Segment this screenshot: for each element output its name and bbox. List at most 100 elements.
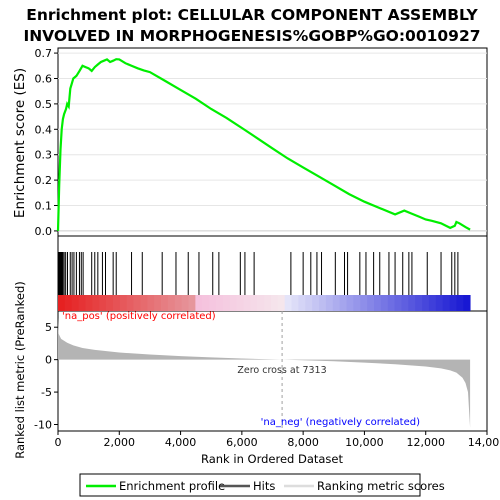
rank-gradient-segment xyxy=(442,295,450,311)
rank-gradient-segment xyxy=(119,295,128,311)
legend-hits-label: Hits xyxy=(253,479,275,493)
enrichment-y-tick-label: 0.4 xyxy=(35,123,53,136)
rank-gradient-segment xyxy=(257,295,265,311)
rank-gradient-segment xyxy=(360,295,368,311)
chart-title-line1: Enrichment plot: CELLULAR COMPONENT ASSE… xyxy=(26,6,478,24)
rank-gradient-segment xyxy=(154,295,162,311)
x-axis-ticks: 0 2,000 4,000 6,000 8,000 10,000 12,000 14,000 xyxy=(55,431,500,449)
legend: Enrichment profile Hits Ranking metric s… xyxy=(79,473,445,497)
x-tick-label: 2,000 xyxy=(104,436,136,449)
rank-gradient-segment xyxy=(373,295,382,311)
enrichment-profile-line xyxy=(56,58,471,231)
rank-gradient-segment xyxy=(332,295,341,311)
rank-gradient-segment xyxy=(449,295,457,311)
x-tick-label: 6,000 xyxy=(226,436,258,449)
enrichment-y-ticks: 0.0 0.1 0.2 0.3 0.4 0.5 0.6 0.7 xyxy=(35,47,58,238)
rank-gradient-segment xyxy=(305,295,313,311)
rank-gradient-segment xyxy=(346,295,354,311)
rank-gradient-segment xyxy=(408,295,416,311)
rank-gradient-segment xyxy=(215,295,224,311)
rank-gradient-segment xyxy=(85,295,93,311)
ranking-y-tick-label: 0 xyxy=(45,354,52,367)
rank-gradient-segment xyxy=(250,295,258,311)
ranking-y-tick-label: 5 xyxy=(45,321,52,334)
rank-gradient-segment xyxy=(133,295,141,311)
legend-enrichment-label: Enrichment profile xyxy=(119,479,225,493)
rank-gradient-segment xyxy=(229,295,237,311)
rank-gradient-segment xyxy=(99,295,107,311)
rank-gradient-segment xyxy=(291,295,299,311)
rank-gradient-segment xyxy=(140,295,148,311)
rank-gradient-segment xyxy=(209,295,217,311)
enrichment-y-tick-label: 0.2 xyxy=(35,174,53,187)
rank-gradient-segment xyxy=(463,295,471,311)
x-tick-label: 12,000 xyxy=(406,436,445,449)
ranking-y-axis-label: Ranked list metric (PreRanked) xyxy=(13,281,27,459)
rank-gradient-segment xyxy=(380,295,389,311)
rank-gradient-segment xyxy=(394,295,402,311)
rank-gradient-segment xyxy=(422,295,430,311)
rank-gradient-segment xyxy=(298,295,306,311)
rank-gradient-segment xyxy=(264,295,272,311)
rank-gradient-segment xyxy=(428,295,437,311)
rank-gradient-segment xyxy=(71,295,80,311)
enrichment-panel-frame xyxy=(57,47,488,237)
rank-gradient-segment xyxy=(195,295,203,311)
rank-gradient-segment xyxy=(167,295,176,311)
positive-correlation-label: 'na_pos' (positively correlated) xyxy=(62,311,216,322)
rank-gradient-segment xyxy=(353,295,361,311)
rank-gradient-segment xyxy=(277,295,286,311)
rank-gradient-segment xyxy=(78,295,86,311)
rank-gradient-segment xyxy=(222,295,231,311)
rank-gradient-segment xyxy=(236,295,244,311)
rank-gradient-segment xyxy=(126,295,134,311)
rank-gradient-segment xyxy=(161,295,169,311)
rank-gradient-segment xyxy=(202,295,210,311)
rank-gradient-segment xyxy=(92,295,100,311)
rank-gradient-segment xyxy=(319,295,327,311)
rank-gradient-segment xyxy=(270,295,279,311)
rank-gradient-segment xyxy=(112,295,121,311)
x-tick-label: 8,000 xyxy=(287,436,319,449)
enrichment-y-tick-label: 0.7 xyxy=(35,47,53,60)
enrichment-y-tick-label: 0.0 xyxy=(35,225,53,238)
enrichment-y-tick-label: 0.6 xyxy=(35,72,53,85)
rank-gradient-segment xyxy=(181,295,189,311)
enrichment-y-tick-label: 0.3 xyxy=(35,149,53,162)
rank-gradient-segment xyxy=(64,295,73,311)
rank-gradient-segment xyxy=(174,295,183,311)
rank-color-gradient-bar xyxy=(58,295,471,311)
rank-gradient-segment xyxy=(456,295,464,311)
rank-gradient-segment xyxy=(188,295,196,311)
enrichment-gridlines xyxy=(58,52,487,232)
hit-lines xyxy=(58,252,459,295)
rank-gradient-segment xyxy=(415,295,423,311)
rank-gradient-segment xyxy=(58,295,66,311)
chart-title-line2: INVOLVED IN MORPHOGENESIS%GOBP%GO:001092… xyxy=(23,27,480,45)
ranking-y-ticks: -10 -5 0 5 xyxy=(34,321,58,432)
ranking-y-tick-label: -5 xyxy=(41,386,52,399)
x-tick-label: 10,000 xyxy=(345,436,384,449)
rank-gradient-segment xyxy=(284,295,292,311)
enrichment-y-axis-label: Enrichment score (ES) xyxy=(12,68,28,218)
rank-gradient-segment xyxy=(367,295,375,311)
legend-ranking-label: Ranking metric scores xyxy=(317,479,445,493)
rank-gradient-segment xyxy=(325,295,334,311)
enrichment-y-tick-label: 0.5 xyxy=(35,98,53,111)
rank-gradient-segment xyxy=(243,295,251,311)
rank-gradient-segment xyxy=(312,295,320,311)
zero-cross-label: Zero cross at 7313 xyxy=(237,365,326,376)
negative-correlation-label: 'na_neg' (negatively correlated) xyxy=(261,417,420,428)
x-tick-label: 14,000 xyxy=(468,436,500,449)
x-axis-label: Rank in Ordered Dataset xyxy=(201,452,344,466)
rank-gradient-segment xyxy=(106,295,114,311)
rank-gradient-segment xyxy=(387,295,395,311)
ranking-y-tick-label: -10 xyxy=(34,419,52,432)
rank-gradient-segment xyxy=(435,295,444,311)
x-tick-label: 4,000 xyxy=(165,436,197,449)
x-tick-label: 0 xyxy=(55,436,62,449)
rank-gradient-segment xyxy=(147,295,155,311)
enrichment-y-tick-label: 0.1 xyxy=(35,200,53,213)
rank-gradient-segment xyxy=(339,295,347,311)
